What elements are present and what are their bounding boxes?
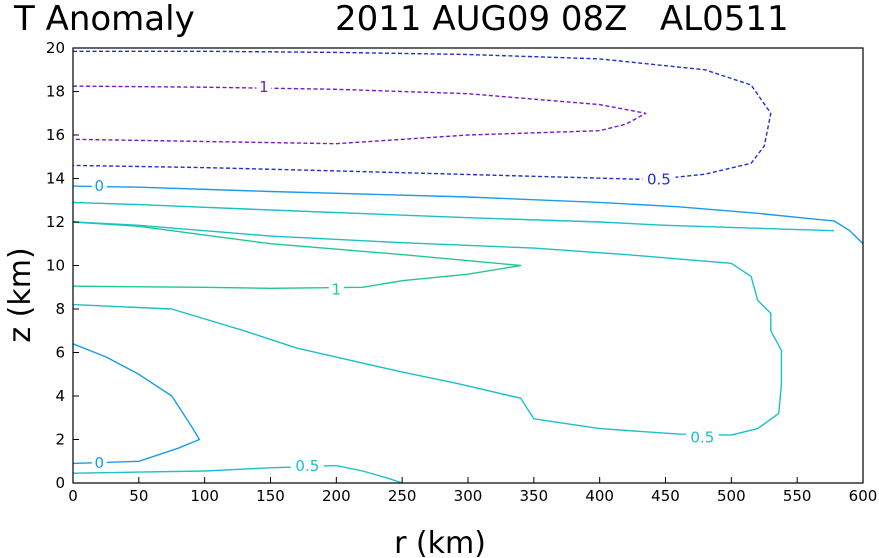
contour-labels: 0.5 1 0 1 0.5 0 0.5 bbox=[91, 78, 719, 475]
chart-title: T Anomaly bbox=[13, 0, 195, 39]
contour-label-contour-0.5-bottom: 0.5 bbox=[295, 457, 319, 475]
x-tick-label: 350 bbox=[520, 487, 549, 505]
contour-label-contour-1: 1 bbox=[332, 280, 342, 298]
y-tick-label: 6 bbox=[55, 344, 65, 362]
contour-line-contour-0.5-upper bbox=[72, 201, 835, 232]
contour-label-zero-upper: 0 bbox=[95, 177, 105, 195]
x-tick-label: 550 bbox=[783, 487, 812, 505]
plot-frame bbox=[72, 47, 864, 484]
x-tick-label: 150 bbox=[256, 487, 285, 505]
y-tick-label: 2 bbox=[55, 431, 65, 449]
y-tick-label: 0 bbox=[55, 474, 65, 492]
x-tick-label: 300 bbox=[454, 487, 483, 505]
y-tick-label: 12 bbox=[46, 213, 65, 231]
contour-label-bg bbox=[642, 171, 676, 188]
x-axis-ticks: 0 50 100 150 200 250 300 350 400 450 500 550 600 bbox=[68, 477, 877, 505]
contour-line-contour-0.5-lower bbox=[72, 221, 783, 436]
x-tick-label: 0 bbox=[68, 487, 78, 505]
contour-label-bg bbox=[91, 454, 107, 471]
contour-label-contour-0.5-lower: 0.5 bbox=[690, 428, 714, 446]
contour-label-upper-1-negative: 1 bbox=[259, 78, 269, 96]
chart-subtitle: 2011 AUG09 08Z AL0511 bbox=[335, 0, 789, 39]
x-tick-label: 450 bbox=[651, 487, 680, 505]
y-tick-label: 16 bbox=[46, 126, 65, 144]
contour-label-bg bbox=[328, 281, 344, 298]
contour-label-bg bbox=[290, 458, 324, 475]
x-axis-label: r (km) bbox=[394, 526, 486, 558]
contour-line-contour-0.5-bottom bbox=[72, 464, 403, 484]
x-tick-label: 250 bbox=[388, 487, 417, 505]
contour-line-upper-0.5-negative bbox=[72, 50, 772, 181]
x-tick-label: 100 bbox=[190, 487, 219, 505]
y-axis-label: z (km) bbox=[3, 247, 38, 342]
y-tick-label: 4 bbox=[55, 387, 65, 405]
contour-line-contour-1 bbox=[72, 221, 522, 289]
x-tick-label: 200 bbox=[322, 487, 351, 505]
contour-label-bg bbox=[91, 178, 107, 195]
contour-line-zero-lower-lobe bbox=[72, 343, 201, 465]
y-tick-label: 8 bbox=[55, 300, 65, 318]
contour-lines bbox=[72, 50, 864, 484]
x-tick-label: 400 bbox=[585, 487, 614, 505]
contour-line-upper-1-negative bbox=[72, 85, 647, 145]
y-axis-ticks: 0 2 4 6 8 10 12 14 16 18 20 bbox=[46, 39, 79, 492]
x-tick-label: 600 bbox=[849, 487, 878, 505]
y-tick-label: 20 bbox=[46, 39, 65, 57]
contour-label-bg bbox=[256, 79, 272, 96]
contour-label-zero-lower-lobe: 0 bbox=[95, 454, 105, 472]
y-tick-label: 18 bbox=[46, 83, 65, 101]
contour-label-upper-0.5-negative: 0.5 bbox=[647, 171, 671, 189]
x-tick-label: 500 bbox=[717, 487, 746, 505]
y-tick-label: 10 bbox=[46, 257, 65, 275]
contour-label-bg bbox=[685, 429, 719, 446]
contour-line-zero-upper bbox=[72, 185, 864, 245]
x-tick-label: 50 bbox=[129, 487, 148, 505]
y-tick-label: 14 bbox=[46, 170, 65, 188]
